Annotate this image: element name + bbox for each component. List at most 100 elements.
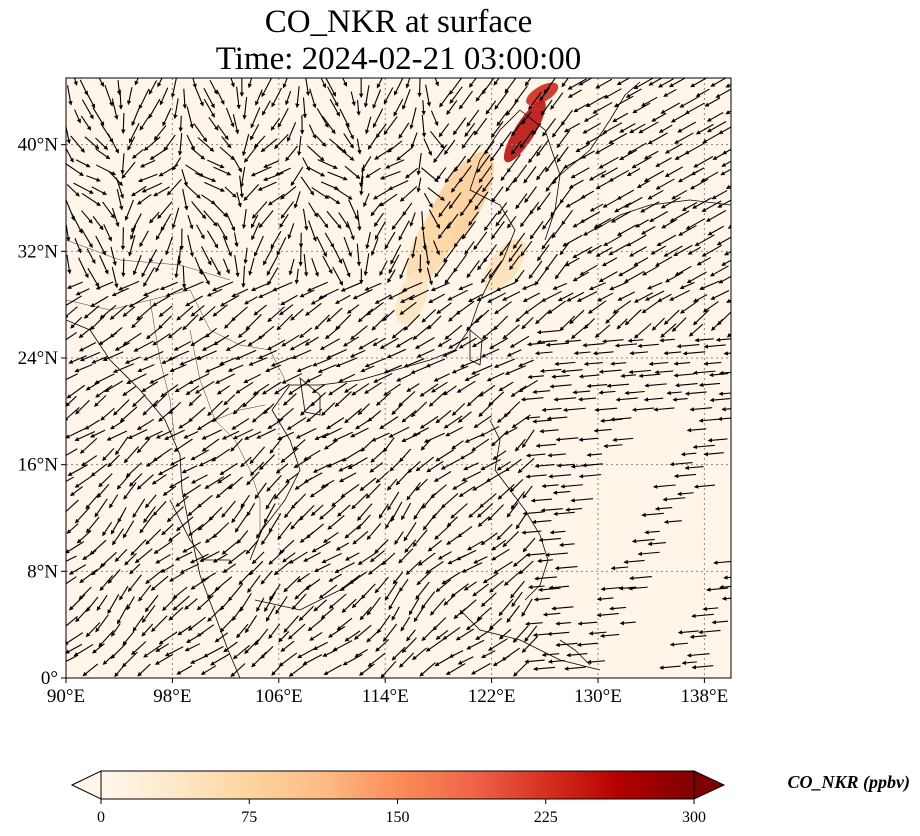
wind-arrow xyxy=(282,552,296,563)
colorbar-tick-label: 150 xyxy=(386,809,410,826)
wind-arrow xyxy=(407,460,421,474)
wind-arrow xyxy=(489,337,509,349)
wind-arrow xyxy=(221,500,236,518)
wind-arrow xyxy=(232,428,254,440)
wind-arrow xyxy=(520,397,544,402)
wind-arrow xyxy=(547,631,570,637)
wind-arrow xyxy=(578,474,602,479)
longitude-tick-label: 114°E xyxy=(362,686,409,707)
wind-arrow xyxy=(66,332,77,341)
wind-arrow xyxy=(131,641,147,656)
wind-arrow xyxy=(440,493,459,509)
wind-arrow xyxy=(532,632,550,638)
wind-arrow xyxy=(207,400,224,417)
wind-arrow xyxy=(175,495,189,507)
wind-arrow xyxy=(547,659,565,664)
wind-arrow xyxy=(555,642,578,648)
wind-arrow xyxy=(280,640,295,652)
wind-arrow xyxy=(188,407,206,423)
wind-arrow xyxy=(155,554,171,564)
wind-arrow xyxy=(459,358,481,368)
wind-arrow xyxy=(278,652,298,667)
wind-arrow xyxy=(145,528,162,545)
wind-arrow xyxy=(374,576,389,594)
latitude-tick-label: 24°N xyxy=(18,348,59,369)
wind-arrow xyxy=(299,504,315,521)
wind-arrow xyxy=(194,380,215,394)
wind-arrow xyxy=(498,628,512,640)
co-plume xyxy=(484,238,526,291)
wind-arrow xyxy=(610,361,627,366)
wind-arrow xyxy=(366,596,381,616)
longitude-tick-labels: 90°E 98°E 106°E 114°E 122°E 130°E 138°E xyxy=(47,678,728,707)
colorbar-gradient xyxy=(100,770,695,800)
wind-arrow xyxy=(295,427,317,439)
wind-arrow xyxy=(221,539,240,555)
wind-arrow xyxy=(161,523,174,536)
wind-arrow xyxy=(93,394,107,407)
wind-arrow xyxy=(190,577,210,590)
wind-arrow xyxy=(288,382,308,395)
wind-arrow xyxy=(168,532,181,542)
wind-arrow xyxy=(66,615,78,627)
wind-arrow xyxy=(593,428,612,433)
wind-arrow xyxy=(692,370,716,375)
wind-arrow xyxy=(239,592,252,612)
wind-arrow xyxy=(410,401,428,418)
wind-arrow xyxy=(706,587,729,592)
wind-arrow xyxy=(261,381,282,395)
wind-arrow xyxy=(155,643,169,652)
wind-arrow xyxy=(341,449,362,462)
wind-arrow xyxy=(455,628,475,641)
wind-arrow xyxy=(276,407,294,423)
wind-arrow xyxy=(96,483,110,499)
wind-arrow xyxy=(517,457,535,474)
wind-arrow xyxy=(521,598,533,617)
wind-arrow xyxy=(122,385,137,397)
wind-arrow xyxy=(400,616,411,632)
wind-arrow xyxy=(509,335,530,348)
wind-arrow xyxy=(122,631,135,646)
wind-arrow xyxy=(366,523,382,540)
wind-arrow xyxy=(525,621,543,627)
wind-arrow xyxy=(364,357,386,368)
wind-arrow xyxy=(212,553,228,563)
wind-arrow xyxy=(381,552,396,566)
wind-arrow xyxy=(217,473,232,484)
wind-arrow xyxy=(104,380,124,393)
wind-arrow xyxy=(719,370,731,376)
wind-arrow xyxy=(463,581,477,591)
wind-arrow xyxy=(318,584,338,599)
latitude-tick-label: 0° xyxy=(41,668,58,689)
wind-arrow xyxy=(503,427,518,435)
wind-arrow xyxy=(419,383,439,397)
wind-arrow xyxy=(603,443,623,449)
wind-arrow xyxy=(288,663,307,677)
wind-arrow xyxy=(303,472,323,483)
wind-arrow xyxy=(456,549,477,561)
wind-arrow xyxy=(515,513,527,530)
longitude-tick-label: 138°E xyxy=(681,686,729,707)
wind-arrow xyxy=(450,503,468,519)
wind-arrow xyxy=(263,403,275,415)
wind-arrow xyxy=(723,351,731,356)
wind-arrow xyxy=(599,633,620,638)
wind-arrow xyxy=(528,584,545,590)
wind-arrow xyxy=(143,351,164,361)
wind-arrow xyxy=(236,623,249,639)
wind-arrow xyxy=(609,606,627,611)
wind-arrow xyxy=(425,358,446,368)
wind-arrow xyxy=(566,652,588,658)
wind-arrow xyxy=(326,348,347,359)
wind-arrow xyxy=(721,406,731,412)
wind-arrow xyxy=(451,440,464,450)
wind-arrow xyxy=(504,458,522,472)
wind-arrow xyxy=(524,415,540,421)
wind-arrow xyxy=(412,647,428,661)
wind-arrow xyxy=(66,523,79,534)
wind-arrow xyxy=(263,503,276,524)
wind-arrow xyxy=(144,594,159,613)
wind-arrow xyxy=(629,575,652,581)
wind-arrow xyxy=(420,439,432,451)
wind-arrow xyxy=(332,431,353,442)
